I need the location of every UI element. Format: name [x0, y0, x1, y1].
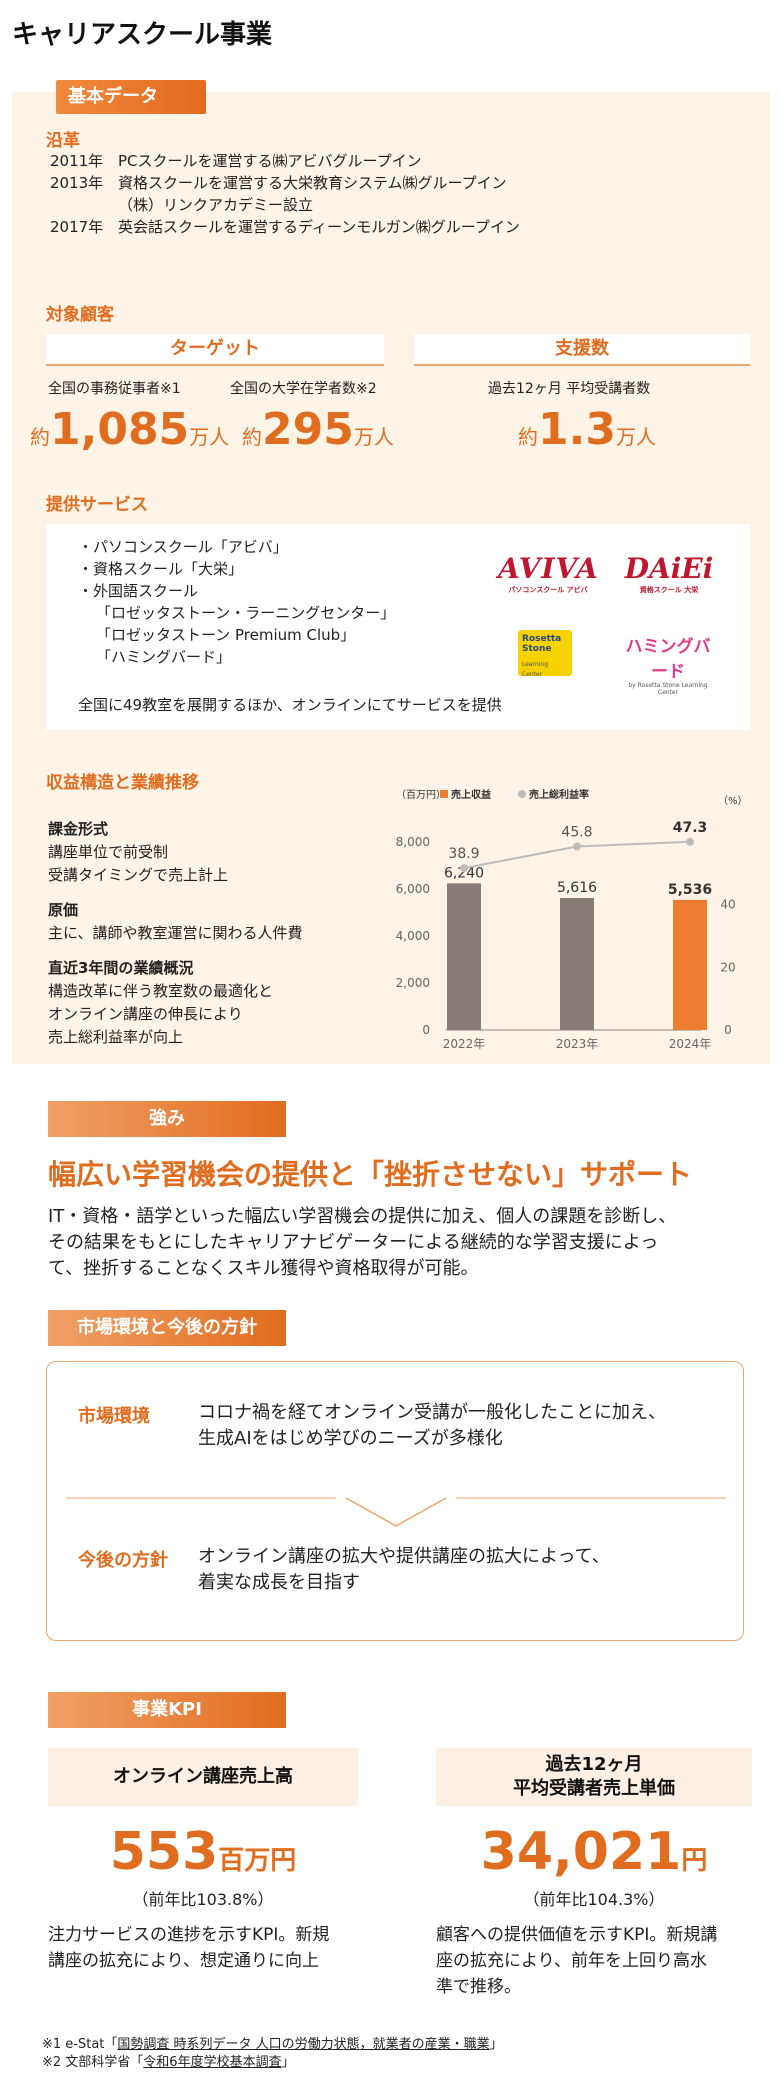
page-title: キャリアスクール事業: [12, 20, 273, 50]
basic-data-tab: 基本データ: [56, 80, 206, 114]
margin-value-label: 47.3: [673, 820, 708, 836]
legend-swatch-margin: [518, 790, 526, 798]
left-unit-label: （百万円）: [396, 789, 446, 801]
support-label: 過去12ヶ月 平均受講者数: [488, 381, 651, 397]
revenue-block: 原価 主に、講師や教室運営に関わる人件費: [48, 901, 303, 942]
margin-value-label: 45.8: [561, 824, 592, 840]
x-tick-label: 2023年: [556, 1037, 599, 1051]
strength-tab: 強み: [48, 1101, 286, 1137]
bar-value-label: 5,536: [668, 882, 712, 898]
margin-point: [686, 837, 694, 846]
history-list: 2011年 PCスクールを運営する㈱アビバグループイン 2013年 資格スクールを運…: [50, 150, 730, 238]
bar: [673, 899, 707, 1030]
policy-text: オンライン講座の拡大や提供講座の拡大によって、 着実な成長を目指す: [198, 1546, 610, 1593]
y-tick-label: 0: [422, 1023, 430, 1037]
kpi2-header: 過去12ヶ月 平均受講者売上単価: [436, 1748, 752, 1806]
target-header: ターゲット: [46, 334, 384, 366]
history-heading: 沿革: [46, 131, 80, 151]
bar-value-label: 5,616: [557, 880, 597, 896]
service-item: 「ロゼッタストーン・ラーニングセンター」: [96, 604, 396, 622]
policy-label: 今後の方針: [78, 1550, 168, 1571]
x-tick-label: 2024年: [669, 1037, 712, 1051]
revenue-chart: （百万円） 売上収益 売上総利益率 （%） 0 2,000 4,000 6,000 8,000 0…: [396, 788, 748, 1051]
target2-value: 約295万人: [242, 404, 394, 455]
services-note: 全国に49教室を展開するほか、オンラインにてサービスを提供: [78, 696, 502, 714]
kpi-tab: 事業KPI: [48, 1692, 286, 1728]
support-header: 支援数: [414, 334, 750, 366]
target1-value: 約1,085万人: [30, 404, 230, 455]
revenue-description: 課金形式 講座単位で前受制 受講タイミングで売上計上 原価 主に、講師や教室運営…: [48, 818, 378, 1049]
market-env-text: コロナ禍を経てオンライン受講が一般化したことに加え、 生成AIをはじめ学びのニー…: [198, 1402, 666, 1449]
y-tick-label: 8,000: [396, 835, 430, 849]
kpi1-value: 553百万円: [109, 1822, 297, 1882]
y-tick-label: 2,000: [396, 976, 430, 990]
kpi1-description: 注力サービスの進捗を示すKPI。新規 講座の拡充により、想定通りに向上: [48, 1925, 330, 1971]
history-item: （株）リンクアカデミー設立: [118, 196, 314, 214]
service-item: 「ハミングバード」: [96, 648, 232, 666]
footnote-2-link[interactable]: 令和6年度学校基本調査: [143, 2055, 282, 2070]
revenue-heading: 収益構造と業績推移: [46, 773, 199, 793]
service-item: ・資格スクール「大栄」: [78, 560, 244, 578]
kpi2-description: 顧客への提供価値を示すKPI。新規講 座の拡充により、前年を上回り高水 準で推移…: [436, 1925, 718, 1997]
y2-tick-label: 20: [720, 960, 735, 974]
market-tab: 市場環境と今後の方針: [48, 1310, 286, 1346]
y-tick-label: 6,000: [396, 882, 430, 896]
target2-label: 全国の大学在学者数※2: [230, 381, 377, 397]
market-env-label: 市場環境: [78, 1406, 150, 1427]
margin-value-label: 38.9: [448, 846, 479, 862]
bar: [447, 883, 481, 1030]
service-item: ・パソコンスクール「アビバ」: [78, 538, 288, 556]
y2-tick-label: 0: [724, 1023, 732, 1037]
service-item: 「ロゼッタストーン Premium Club」: [96, 626, 356, 644]
history-item: 2013年 資格スクールを運営する大栄教育システム㈱グループイン: [50, 174, 507, 192]
revenue-block: 課金形式 講座単位で前受制 受講タイミングで売上計上: [48, 820, 229, 884]
kpi2-value: 34,021円: [480, 1822, 708, 1882]
y2-tick-label: 40: [720, 898, 735, 912]
services-box: [46, 524, 750, 730]
service-item: ・外国語スクール: [78, 582, 199, 600]
margin-point: [460, 864, 468, 873]
customers-heading: 対象顧客: [46, 305, 114, 325]
rosetta-stone-logo: Rosetta Stone Learning Center: [518, 630, 572, 678]
kpi1-yoy: （前年比103.8%）: [132, 1890, 274, 1909]
y-tick-label: 4,000: [396, 929, 430, 943]
strength-title: 幅広い学習機会の提供と「挫折させない」サポート: [48, 1158, 693, 1191]
bar-value-label: 6,240: [444, 865, 484, 881]
footnote-1: ※1 e-Stat「国勢調査 時系列データ 人口の労働力状態，就業者の産業・職業…: [42, 2037, 503, 2052]
margin-point: [573, 842, 581, 851]
divider-chevron: [66, 1497, 726, 1527]
x-tick-label: 2022年: [443, 1037, 486, 1051]
strength-body: IT・資格・語学といった幅広い学習機会の提供に加え、個人の課題を診断し、 その結…: [48, 1206, 677, 1279]
footnote-1-link[interactable]: 国勢調査 時系列データ 人口の労働力状態，就業者の産業・職業: [117, 2037, 490, 2052]
daiei-logo: DAiEi 資格スクール 大栄: [624, 552, 714, 594]
services-heading: 提供サービス: [46, 495, 148, 515]
support-value: 約1.3万人: [518, 404, 656, 455]
kpi2-yoy: （前年比104.3%）: [523, 1890, 665, 1909]
legend-label-revenue: 売上収益: [451, 788, 491, 801]
kpi1-header: オンライン講座売上高: [48, 1748, 358, 1806]
market-box: [46, 1361, 744, 1641]
bar: [560, 898, 594, 1030]
history-item: 2017年 英会話スクールを運営するディーンモルガン㈱グループイン: [50, 218, 520, 236]
hummingbird-logo: ハミングバード by Rosetta Stone Learning Center: [625, 637, 711, 696]
footnotes: ※1 e-Stat「国勢調査 時系列データ 人口の労働力状態，就業者の産業・職業…: [42, 2036, 762, 2072]
history-item: 2011年 PCスクールを運営する㈱アビバグループイン: [50, 152, 422, 170]
services-list: ・パソコンスクール「アビバ」 ・資格スクール「大栄」 ・外国語スクール 「ロゼッ…: [78, 536, 478, 668]
target1-label: 全国の事務従事者※1: [48, 381, 181, 397]
right-unit-label: （%）: [718, 795, 748, 807]
aviva-logo: AVIVA パソコンスクール アビバ: [498, 552, 599, 594]
revenue-block: 直近3年間の業績概況 構造改革に伴う教室数の最適化と オンライン講座の伸長により…: [48, 959, 274, 1046]
legend-swatch-revenue: [440, 790, 448, 798]
legend-label-margin: 売上総利益率: [529, 788, 589, 801]
footnote-2: ※2 文部科学省「令和6年度学校基本調査」: [42, 2055, 295, 2070]
